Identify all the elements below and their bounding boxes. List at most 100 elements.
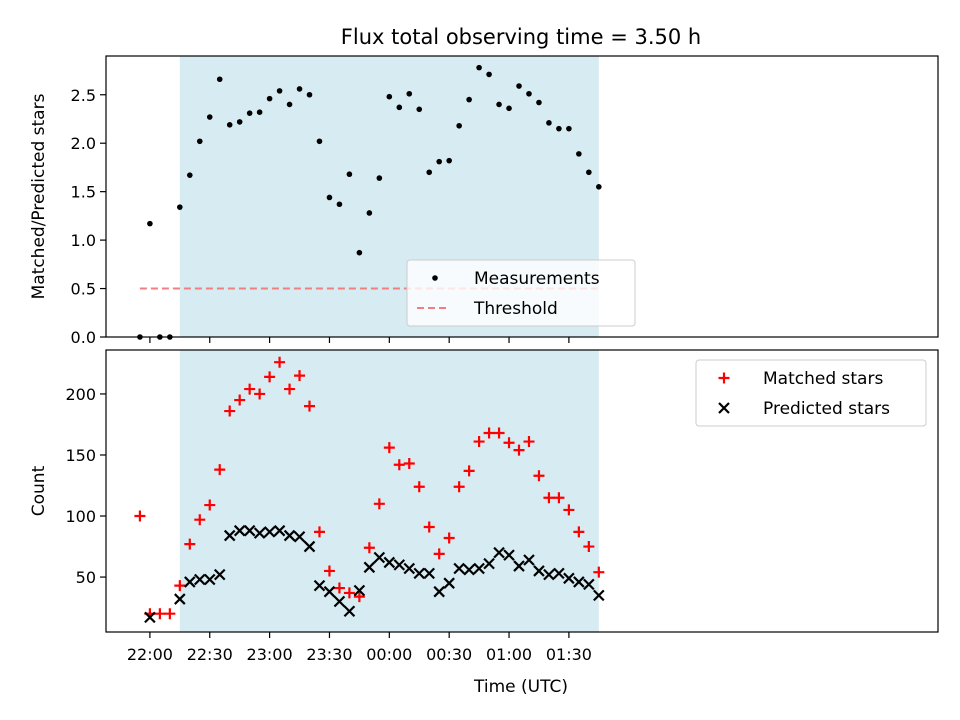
measurements-point [596, 184, 602, 190]
measurements-point [216, 76, 223, 83]
bottom-y-axis: 50 100 150 200 [65, 385, 106, 587]
top-y-axis-label: Matched/Predicted stars [29, 93, 49, 299]
predicted-stars-point [373, 551, 386, 564]
measurements-point [566, 125, 572, 132]
y-tick-label: 2.0 [71, 134, 96, 153]
measurements-point [276, 88, 283, 94]
predicted-stars-point [593, 589, 605, 602]
matched-stars-point [593, 566, 605, 578]
matched-stars-point [573, 526, 585, 538]
matched-stars-point [443, 532, 455, 544]
matched-stars-point [343, 587, 355, 599]
matched-stars-point [393, 459, 405, 471]
matched-stars-point [583, 541, 595, 553]
matched-stars-point [274, 356, 286, 368]
matched-stars-point [304, 400, 316, 412]
matched-stars-point [503, 437, 515, 449]
bottom-panel-frame [105, 349, 939, 633]
predicted-stars-point [233, 524, 246, 537]
legend-box [406, 259, 636, 327]
matched-stars-point [134, 510, 146, 522]
x-tick-label: 23:30 [306, 645, 352, 664]
matched-stars-point [264, 371, 276, 383]
measurements-point [186, 172, 193, 178]
predicted-stars-point [503, 549, 515, 561]
matched-stars-point [294, 370, 306, 382]
measurements-point [246, 110, 253, 116]
measurements-point [386, 93, 393, 100]
predicted-stars-point [333, 595, 346, 608]
x-tick-label: 00:00 [366, 645, 412, 664]
matched-stars-point [363, 542, 375, 554]
legend-swatch [432, 275, 438, 281]
matched-stars-point [403, 458, 415, 470]
predicted-stars-point [583, 578, 595, 591]
top-panel-marks [137, 64, 602, 340]
matched-stars-point [194, 514, 206, 526]
predicted-stars-point [553, 567, 565, 580]
top-panel-frame [105, 55, 939, 338]
measurements-point [266, 95, 273, 102]
predicted-stars-point [533, 565, 545, 577]
measurements-point [536, 99, 542, 106]
measurements-point [346, 171, 353, 178]
measurements-point [456, 122, 462, 129]
predicted-stars-point [144, 611, 156, 624]
predicted-stars-point [273, 524, 286, 537]
matched-stars-point [373, 498, 385, 510]
matched-stars-point [254, 388, 266, 400]
predicted-stars-point [483, 557, 495, 570]
predicted-stars-point [393, 559, 406, 571]
predicted-stars-point [433, 585, 445, 598]
matched-stars-point [423, 521, 435, 533]
predicted-stars-point [343, 605, 356, 618]
matched-stars-point [323, 565, 335, 577]
predicted-stars-point [303, 540, 316, 553]
matched-stars-point [563, 504, 575, 516]
measurements-point [316, 138, 323, 145]
bottom-y-axis-label: Count [29, 465, 49, 516]
measurements-point [556, 125, 562, 132]
predicted-stars-point [193, 573, 206, 586]
matched-stars-point [224, 405, 236, 417]
predicted-stars-point [263, 526, 276, 538]
bottom-panel-marks [134, 356, 605, 624]
bottom-legend: Matched stars Predicted stars [695, 359, 927, 427]
matched-stars-point [333, 582, 345, 594]
x-tick-label: 00:30 [426, 645, 472, 664]
matched-stars-point [184, 538, 196, 550]
measurements-point [486, 71, 492, 78]
measurements-point [396, 104, 403, 111]
matched-stars-point [463, 465, 475, 477]
predicted-stars-point [403, 562, 416, 575]
y-tick-label: 0.0 [71, 328, 96, 347]
measurements-point [426, 169, 433, 176]
predicted-stars-point [473, 562, 485, 575]
measurements-point [177, 204, 183, 210]
x-tick-label: 01:00 [486, 645, 532, 664]
measurements-point [476, 64, 482, 71]
x-tick-label: 22:30 [187, 645, 233, 664]
measurements-point [296, 86, 303, 92]
y-tick-label: 1.0 [71, 231, 96, 250]
matched-stars-point [473, 436, 485, 448]
y-tick-label: 150 [65, 446, 96, 465]
predicted-stars-point [203, 573, 216, 586]
measurements-point [546, 120, 552, 126]
matched-stars-point [164, 608, 176, 620]
matched-stars-point [523, 436, 535, 448]
predicted-stars-point [174, 593, 186, 605]
measurements-point [526, 90, 532, 97]
predicted-stars-point [563, 572, 575, 585]
measurements-point [226, 121, 233, 128]
matched-stars-point [543, 492, 555, 504]
predicted-stars-point [463, 563, 475, 576]
predicted-stars-point [453, 562, 465, 575]
x-tick-label: 22:00 [127, 645, 173, 664]
matched-stars-point [244, 383, 256, 395]
matched-stars-point [204, 499, 216, 511]
legend-swatch [718, 402, 730, 414]
predicted-stars-point [243, 524, 256, 537]
measurements-point [356, 249, 363, 256]
